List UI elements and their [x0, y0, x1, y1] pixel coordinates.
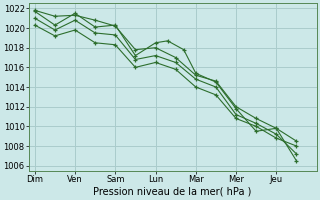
X-axis label: Pression niveau de la mer( hPa ): Pression niveau de la mer( hPa )	[93, 187, 252, 197]
